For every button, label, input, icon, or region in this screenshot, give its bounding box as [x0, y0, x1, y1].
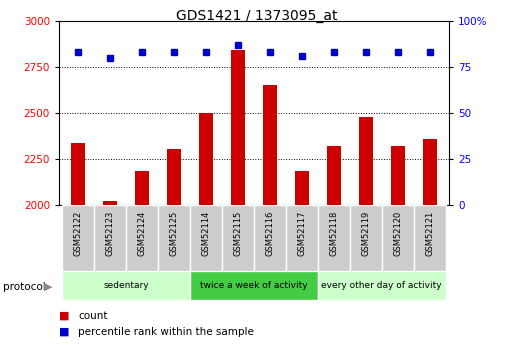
Text: GSM52125: GSM52125 — [169, 210, 179, 256]
Bar — [135, 171, 149, 205]
Bar — [190, 205, 222, 271]
Bar — [413, 205, 446, 271]
Bar — [126, 205, 158, 271]
Text: count: count — [78, 311, 108, 321]
Bar — [71, 142, 85, 205]
Bar — [318, 205, 350, 271]
Bar — [190, 271, 318, 300]
Text: GSM52124: GSM52124 — [137, 210, 147, 256]
Text: GSM52114: GSM52114 — [202, 210, 210, 256]
Bar — [199, 113, 213, 205]
Text: ■: ■ — [59, 311, 69, 321]
Bar — [103, 201, 117, 205]
Text: GSM52116: GSM52116 — [265, 210, 274, 256]
Bar — [263, 85, 277, 205]
Text: GSM52120: GSM52120 — [393, 210, 402, 256]
Bar — [390, 146, 405, 205]
Bar — [294, 171, 309, 205]
Text: GSM52117: GSM52117 — [298, 210, 306, 256]
Text: protocol: protocol — [3, 282, 45, 292]
Bar — [327, 146, 341, 205]
Text: sedentary: sedentary — [103, 281, 149, 290]
Bar — [286, 205, 318, 271]
Bar — [254, 205, 286, 271]
Text: GDS1421 / 1373095_at: GDS1421 / 1373095_at — [176, 9, 337, 23]
Text: GSM52123: GSM52123 — [106, 210, 114, 256]
Text: GSM52119: GSM52119 — [361, 210, 370, 256]
Text: twice a week of activity: twice a week of activity — [200, 281, 308, 290]
Bar — [350, 205, 382, 271]
Text: GSM52122: GSM52122 — [74, 210, 83, 256]
Text: ▶: ▶ — [44, 282, 53, 292]
Bar — [167, 149, 181, 205]
Bar — [94, 205, 126, 271]
Text: GSM52115: GSM52115 — [233, 210, 243, 256]
Text: every other day of activity: every other day of activity — [322, 281, 442, 290]
Text: GSM52121: GSM52121 — [425, 210, 434, 256]
Bar — [222, 205, 254, 271]
Bar — [359, 117, 373, 205]
Bar — [158, 205, 190, 271]
Bar — [231, 50, 245, 205]
Bar — [62, 271, 190, 300]
Bar — [423, 139, 437, 205]
Text: ■: ■ — [59, 327, 69, 337]
Bar — [62, 205, 94, 271]
Bar — [318, 271, 446, 300]
Text: percentile rank within the sample: percentile rank within the sample — [78, 327, 254, 337]
Text: GSM52118: GSM52118 — [329, 210, 339, 256]
Bar — [382, 205, 413, 271]
